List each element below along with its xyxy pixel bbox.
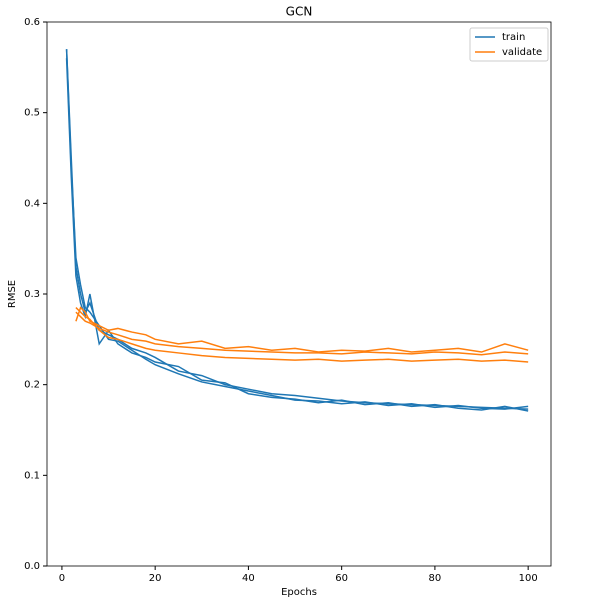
y-tick-label: 0.2	[24, 380, 40, 391]
series-line	[65, 58, 529, 412]
y-tick-label: 0.5	[24, 108, 40, 119]
series-line	[65, 49, 529, 410]
y-tick-label: 0.0	[24, 561, 40, 572]
x-tick-label: 100	[519, 573, 538, 584]
y-axis-label: RMSE	[7, 280, 18, 308]
legend-label: train	[502, 32, 525, 43]
x-tick-label: 20	[149, 573, 162, 584]
y-tick-label: 0.4	[24, 198, 40, 209]
series-line	[75, 306, 529, 353]
y-tick-label: 0.1	[24, 470, 40, 481]
x-tick-label: 60	[335, 573, 348, 584]
series-line	[65, 49, 529, 410]
plot-frame	[46, 21, 552, 567]
x-axis-label: Epochs	[281, 587, 317, 598]
legend-label: validate	[502, 47, 542, 58]
chart-title: GCN	[286, 5, 313, 19]
x-tick-label: 40	[242, 573, 255, 584]
x-tick-label: 0	[59, 573, 65, 584]
series-line	[75, 311, 529, 356]
y-tick-label: 0.3	[24, 289, 40, 300]
y-tick-label: 0.6	[24, 17, 40, 28]
series-line	[75, 307, 529, 363]
x-tick-label: 80	[429, 573, 442, 584]
